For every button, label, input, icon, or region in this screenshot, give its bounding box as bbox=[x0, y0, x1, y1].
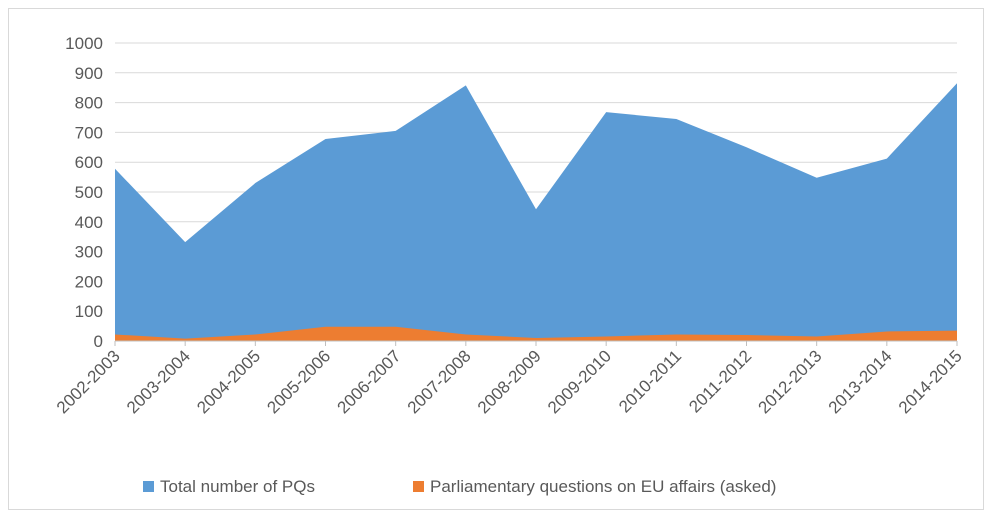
legend-label: Total number of PQs bbox=[160, 477, 315, 496]
x-tick-label: 2009-2010 bbox=[544, 346, 615, 417]
y-tick-label: 700 bbox=[75, 123, 103, 142]
x-tick-label: 2008-2009 bbox=[474, 346, 545, 417]
x-tick-label: 2003-2004 bbox=[123, 346, 194, 417]
y-tick-label: 1000 bbox=[65, 34, 103, 53]
x-tick-label: 2002-2003 bbox=[53, 346, 124, 417]
x-tick-label: 2005-2006 bbox=[263, 346, 334, 417]
y-tick-label: 900 bbox=[75, 64, 103, 83]
y-tick-label: 100 bbox=[75, 302, 103, 321]
x-tick-label: 2014-2015 bbox=[895, 346, 966, 417]
plot-area bbox=[115, 83, 957, 341]
y-tick-label: 600 bbox=[75, 153, 103, 172]
series-area-total-pqs bbox=[115, 83, 957, 341]
legend-label: Parliamentary questions on EU affairs (a… bbox=[430, 477, 776, 496]
x-tick-label: 2011-2012 bbox=[685, 346, 755, 416]
x-tick-label: 2007-2008 bbox=[404, 346, 475, 417]
y-tick-label: 400 bbox=[75, 213, 103, 232]
y-tick-label: 500 bbox=[75, 183, 103, 202]
legend-swatch bbox=[413, 481, 424, 492]
y-tick-label: 300 bbox=[75, 243, 103, 262]
series-area-eu-questions bbox=[115, 326, 957, 341]
x-axis: 2002-2003 2003-2004 2004-2005 2005-2006 2006… bbox=[53, 340, 966, 417]
y-tick-label: 200 bbox=[75, 272, 103, 291]
x-tick-label: 2010-2011 bbox=[615, 346, 685, 416]
y-tick-label: 0 bbox=[94, 332, 103, 351]
x-tick-label: 2004-2005 bbox=[193, 346, 264, 417]
x-tick-label: 2013-2014 bbox=[825, 346, 896, 417]
y-axis: 0 100 200 300 400 500 600 700 800 900 1000 bbox=[65, 34, 103, 351]
area-chart: 0 100 200 300 400 500 600 700 800 900 1000 2002-20… bbox=[53, 34, 966, 496]
x-tick-label: 2006-2007 bbox=[334, 346, 405, 417]
y-tick-label: 800 bbox=[75, 94, 103, 113]
x-tick-label: 2012-2013 bbox=[755, 346, 826, 417]
legend-swatch bbox=[143, 481, 154, 492]
chart-frame: 0 100 200 300 400 500 600 700 800 900 1000 2002-20… bbox=[8, 8, 984, 510]
legend: Total number of PQs Parliamentary questio… bbox=[143, 477, 776, 496]
